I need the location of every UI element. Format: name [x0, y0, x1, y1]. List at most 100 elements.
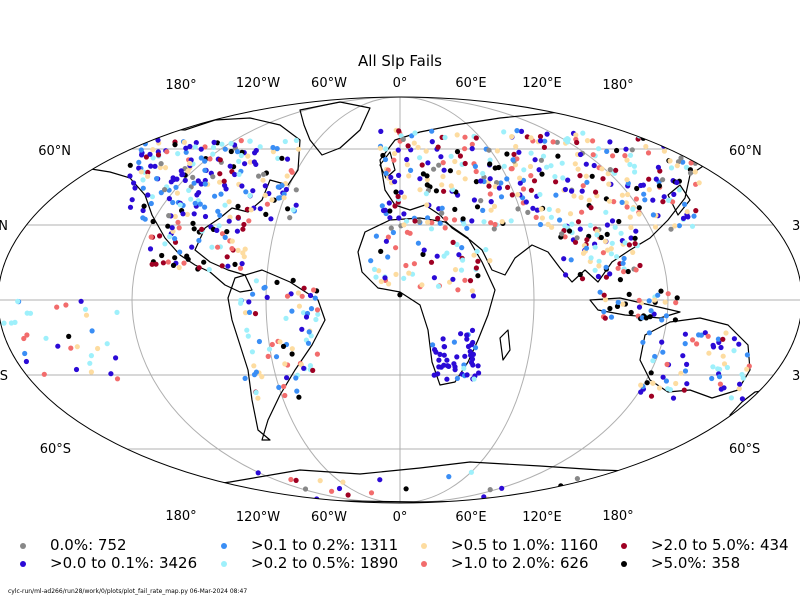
legend-label: >1.0 to 2.0%: 626 [451, 554, 589, 572]
right-latitude-labels: 60°N 3 3 60°S [729, 144, 800, 457]
station-point [636, 205, 642, 211]
station-point [561, 256, 567, 262]
station-point [691, 213, 697, 219]
station-point [175, 151, 181, 157]
station-point [574, 476, 581, 482]
station-point [640, 339, 646, 345]
station-point [406, 173, 412, 179]
station-point [143, 154, 149, 160]
station-point [238, 138, 244, 144]
station-point [138, 147, 144, 153]
station-point [462, 176, 468, 182]
station-point [588, 205, 594, 211]
station-point [393, 245, 399, 251]
station-point [720, 336, 726, 342]
station-point [185, 168, 191, 174]
station-point [739, 371, 745, 378]
station-point [435, 283, 442, 289]
station-point [544, 164, 550, 170]
station-point [279, 182, 285, 189]
station-point [174, 190, 180, 196]
station-point [396, 172, 402, 178]
station-point [465, 343, 472, 350]
station-point [645, 150, 652, 156]
station-point [473, 168, 479, 175]
station-point [641, 191, 647, 197]
station-point [301, 365, 307, 371]
station-point [3, 354, 9, 360]
station-point [234, 149, 241, 155]
station-point [478, 178, 484, 184]
station-point [487, 176, 493, 182]
station-point [473, 265, 479, 271]
station-point [555, 153, 561, 159]
station-point [709, 375, 715, 382]
station-point [273, 354, 280, 360]
station-point [417, 187, 423, 193]
station-point [336, 485, 343, 492]
station-point [623, 495, 629, 501]
station-point [284, 293, 291, 299]
station-point [281, 383, 287, 390]
station-point [166, 196, 172, 202]
lon-label: 120°E [522, 510, 562, 525]
station-point [549, 224, 555, 230]
station-point [693, 208, 699, 214]
station-point [225, 263, 231, 269]
station-point [469, 146, 475, 152]
station-point [475, 363, 481, 369]
station-point [628, 309, 634, 316]
station-point [720, 353, 726, 359]
station-point [715, 366, 721, 372]
station-point [513, 143, 519, 150]
station-point [675, 159, 682, 165]
station-point [196, 190, 202, 196]
station-point [150, 147, 156, 153]
station-point [668, 226, 674, 232]
station-point [469, 356, 476, 362]
station-point [598, 234, 604, 241]
station-point [148, 163, 154, 169]
map-title: All Slp Fails [358, 52, 442, 70]
station-point [298, 362, 304, 368]
station-point [454, 132, 460, 138]
station-point [557, 217, 563, 223]
station-point [621, 269, 627, 275]
station-point [656, 385, 663, 391]
station-point [553, 192, 559, 198]
station-point [150, 218, 156, 225]
station-point [43, 335, 49, 341]
station-point [269, 197, 275, 203]
station-point [282, 392, 288, 399]
station-point [136, 165, 142, 171]
station-point [632, 241, 638, 247]
station-point [182, 177, 188, 183]
station-point [731, 336, 738, 342]
station-point [264, 294, 270, 300]
station-point [606, 198, 613, 204]
station-point [508, 218, 514, 224]
station-point [311, 287, 317, 293]
station-point [548, 163, 554, 169]
station-point [737, 381, 743, 387]
station-point [424, 182, 430, 188]
lon-label: 60°E [455, 76, 486, 91]
station-point [698, 332, 705, 338]
station-point [611, 199, 617, 205]
station-point [412, 218, 418, 224]
station-point [447, 168, 453, 174]
graticule-meridian-120 [131, 97, 669, 503]
station-point [461, 221, 467, 227]
station-point [476, 370, 482, 376]
station-point [615, 265, 621, 271]
station-point [283, 315, 289, 321]
station-point [289, 346, 295, 352]
station-point [659, 339, 665, 345]
station-point [429, 128, 435, 134]
station-point [246, 218, 252, 224]
station-point [498, 194, 505, 200]
station-point [385, 234, 391, 240]
station-point [584, 237, 590, 243]
station-point [419, 162, 425, 168]
